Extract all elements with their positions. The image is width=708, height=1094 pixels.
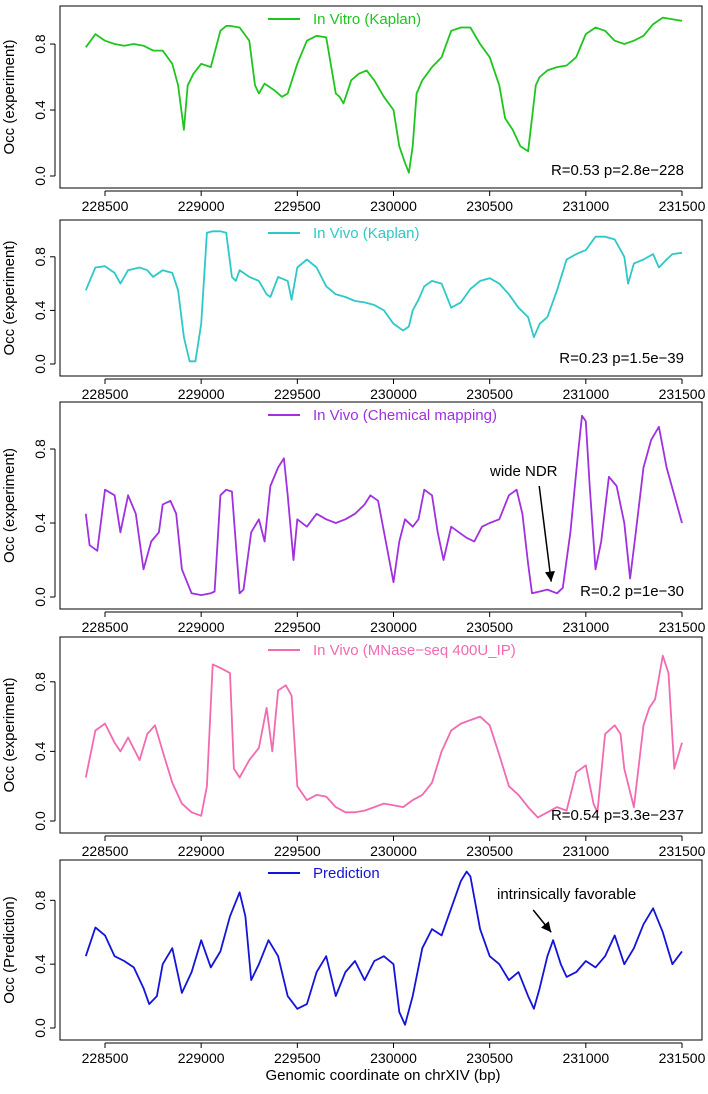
x-tick-label: 228500 xyxy=(82,843,129,859)
x-tick-label: 230000 xyxy=(370,198,417,214)
x-tick-label: 228500 xyxy=(82,1050,129,1066)
y-tick-label: 0.0 xyxy=(32,1018,48,1038)
series-line xyxy=(84,414,683,596)
x-tick-label: 231500 xyxy=(659,1050,706,1066)
x-tick-label: 229500 xyxy=(274,198,321,214)
y-tick-label: 0.4 xyxy=(32,741,48,761)
y-tick-label: 0.4 xyxy=(32,954,48,974)
y-tick-label: 0.4 xyxy=(32,300,48,320)
y-axis-title: Occ (experiment) xyxy=(1,39,18,154)
x-tick-label: 230000 xyxy=(370,386,417,402)
plot-frame xyxy=(59,219,703,377)
x-tick-label: 231500 xyxy=(659,386,706,402)
correlation-stat: R=0.2 p=1e−30 xyxy=(580,583,684,600)
plot-frame xyxy=(59,636,703,834)
y-tick-label: 0.0 xyxy=(32,811,48,831)
y-axis-title: Occ (experiment) xyxy=(1,448,18,563)
x-tick-label: 229000 xyxy=(178,1050,225,1066)
annotation-label: wide NDR xyxy=(489,463,558,480)
annotation-label: intrinsically favorable xyxy=(497,886,636,903)
x-tick-label: 228500 xyxy=(82,198,129,214)
x-tick-label: 230000 xyxy=(370,619,417,635)
x-tick-label: 231000 xyxy=(562,198,609,214)
series-line xyxy=(84,654,683,819)
chart-panel-2: 228500 229000 229500 230000 230500 231000 2315… xyxy=(1,219,706,402)
legend-label: In Vivo (Kaplan) xyxy=(313,225,419,242)
correlation-stat: R=0.54 p=3.3e−237 xyxy=(551,807,684,824)
y-tick-label: 0.8 xyxy=(32,439,48,459)
annotation-arrowhead xyxy=(545,571,555,582)
x-tick-label: 229000 xyxy=(178,619,225,635)
x-tick-label: 231500 xyxy=(659,843,706,859)
legend-label: In Vitro (Kaplan) xyxy=(313,11,421,28)
x-tick-label: 231500 xyxy=(659,198,706,214)
correlation-stat: R=0.23 p=1.5e−39 xyxy=(559,350,684,367)
chart-panel-3: 228500 229000 229500 230000 230500 231000 2315… xyxy=(1,401,706,635)
y-tick-label: 0.8 xyxy=(32,672,48,692)
x-tick-label: 229000 xyxy=(178,386,225,402)
legend-label: In Vivo (Chemical mapping) xyxy=(313,407,497,424)
chart-panel-5: 228500 229000 229500 230000 230500 231000 2315… xyxy=(1,859,706,1066)
x-tick-label: 230500 xyxy=(466,843,513,859)
y-axis-title: Occ (Prediction) xyxy=(1,896,18,1004)
x-tick-label: 229000 xyxy=(178,198,225,214)
y-tick-label: 0.8 xyxy=(32,890,48,910)
x-tick-label: 231000 xyxy=(562,619,609,635)
legend-label: Prediction xyxy=(313,865,380,882)
plot-frame xyxy=(59,859,703,1041)
x-tick-label: 231500 xyxy=(659,619,706,635)
x-tick-label: 229500 xyxy=(274,386,321,402)
plot-frame xyxy=(59,5,703,189)
y-axis-title: Occ (experiment) xyxy=(1,240,18,355)
x-tick-label: 230500 xyxy=(466,198,513,214)
series-line xyxy=(85,16,683,174)
correlation-stat: R=0.53 p=2.8e−228 xyxy=(551,162,684,179)
x-axis-title: Genomic coordinate on chrXIV (bp) xyxy=(265,1067,500,1084)
x-tick-label: 229000 xyxy=(178,843,225,859)
y-tick-label: 0.4 xyxy=(32,513,48,533)
x-tick-label: 229500 xyxy=(274,1050,321,1066)
x-tick-label: 231000 xyxy=(562,1050,609,1066)
x-tick-label: 230000 xyxy=(370,1050,417,1066)
series-line xyxy=(84,870,683,1026)
x-tick-label: 230000 xyxy=(370,843,417,859)
chart-panels: 228500 229000 229500 230000 230500 231000 2315… xyxy=(1,5,706,1066)
y-tick-label: 0.8 xyxy=(32,247,48,267)
series-line xyxy=(84,230,683,363)
y-tick-label: 0.8 xyxy=(32,34,48,54)
plot-frame xyxy=(59,401,703,610)
x-tick-label: 231000 xyxy=(562,843,609,859)
x-tick-label: 228500 xyxy=(82,386,129,402)
x-tick-label: 230500 xyxy=(466,386,513,402)
y-tick-label: 0.0 xyxy=(32,587,48,607)
y-tick-label: 0.4 xyxy=(32,100,48,120)
x-tick-label: 230500 xyxy=(466,1050,513,1066)
legend-label: In Vivo (MNase−seq 400U_IP) xyxy=(313,642,516,659)
chart-panel-4: 228500 229000 229500 230000 230500 231000 2315… xyxy=(1,636,706,859)
x-tick-label: 230500 xyxy=(466,619,513,635)
y-tick-label: 0.0 xyxy=(32,166,48,186)
annotation-arrowhead xyxy=(541,921,552,933)
y-axis-title: Occ (experiment) xyxy=(1,677,18,792)
y-tick-label: 0.0 xyxy=(32,354,48,374)
x-tick-label: 228500 xyxy=(82,619,129,635)
x-tick-label: 231000 xyxy=(562,386,609,402)
x-tick-label: 229500 xyxy=(274,619,321,635)
annotation-arrow xyxy=(538,485,552,582)
x-tick-label: 229500 xyxy=(274,843,321,859)
chart-panel-1: 228500 229000 229500 230000 230500 231000 2315… xyxy=(1,5,706,214)
